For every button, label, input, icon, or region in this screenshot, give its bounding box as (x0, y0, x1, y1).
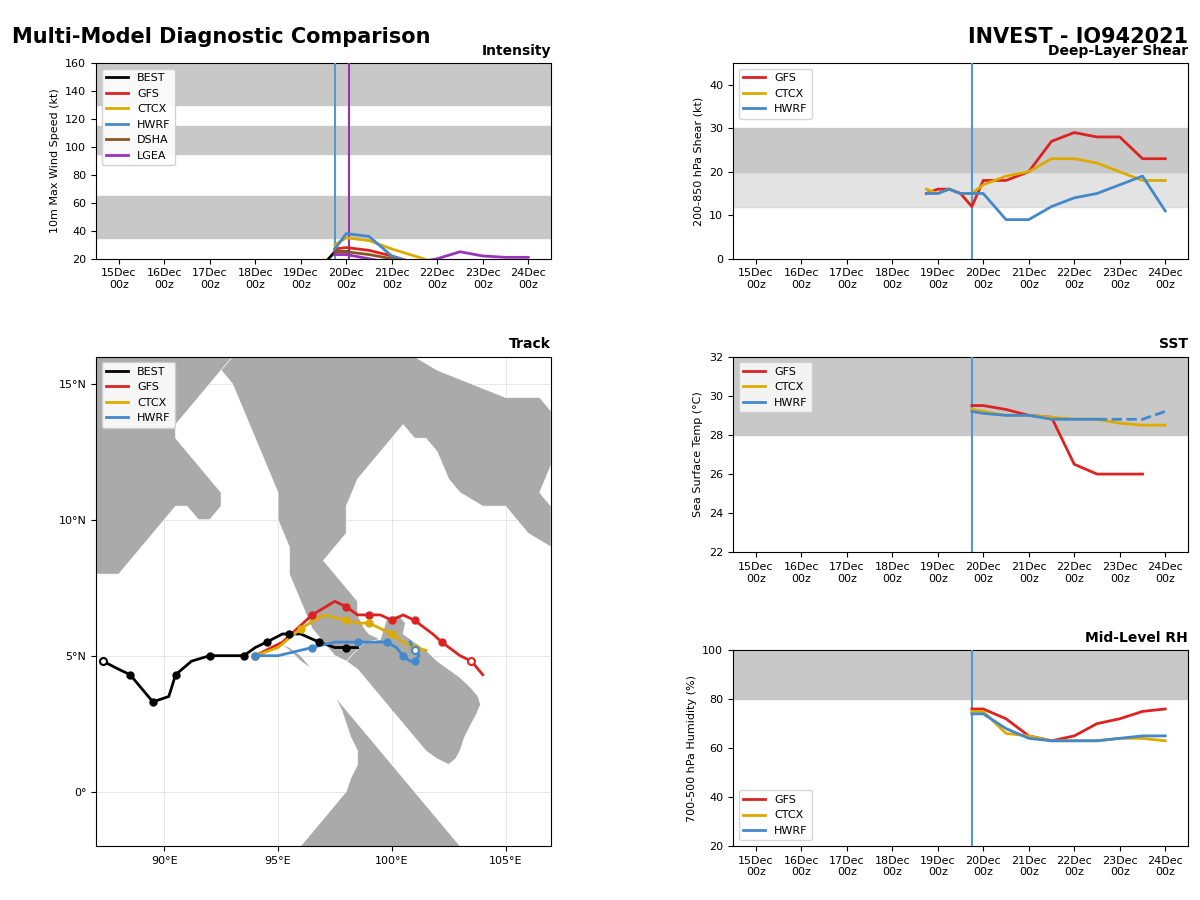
Legend: BEST, GFS, CTCX, HWRF, DSHA, LGEA: BEST, GFS, CTCX, HWRF, DSHA, LGEA (102, 68, 175, 166)
Text: RAMMB: RAMMB (41, 885, 67, 891)
Y-axis label: Sea Surface Temp (°C): Sea Surface Temp (°C) (694, 392, 703, 518)
Bar (733, 356, 1188, 435)
Text: Multi-Model Diagnostic Comparison: Multi-Model Diagnostic Comparison (12, 27, 431, 47)
Text: CIRA: CIRA (34, 860, 74, 876)
Text: Track: Track (509, 338, 551, 351)
Polygon shape (391, 697, 403, 710)
Y-axis label: 700-500 hPa Humidity (%): 700-500 hPa Humidity (%) (686, 675, 697, 822)
Text: SST: SST (1159, 338, 1188, 351)
Legend: BEST, GFS, CTCX, HWRF: BEST, GFS, CTCX, HWRF (102, 362, 175, 428)
Bar (733, 172, 1188, 206)
Bar (96, 126, 551, 154)
Text: Mid-Level RH: Mid-Level RH (1085, 631, 1188, 645)
Y-axis label: 200-850 hPa Shear (kt): 200-850 hPa Shear (kt) (694, 96, 703, 226)
Bar (96, 196, 551, 238)
Bar (733, 650, 1188, 699)
Legend: GFS, CTCX, HWRF: GFS, CTCX, HWRF (738, 362, 812, 412)
Polygon shape (278, 642, 540, 900)
Text: INVEST - IO942021: INVEST - IO942021 (968, 27, 1188, 47)
Text: Intensity: Intensity (481, 44, 551, 58)
Y-axis label: 10m Max Wind Speed (kt): 10m Max Wind Speed (kt) (49, 88, 60, 233)
Polygon shape (528, 601, 779, 900)
Bar (733, 128, 1188, 172)
Polygon shape (96, 356, 233, 574)
Legend: GFS, CTCX, HWRF: GFS, CTCX, HWRF (738, 68, 812, 119)
Legend: GFS, CTCX, HWRF: GFS, CTCX, HWRF (738, 790, 812, 841)
Bar (96, 63, 551, 105)
Polygon shape (347, 615, 480, 764)
Polygon shape (210, 356, 551, 662)
Text: Deep-Layer Shear: Deep-Layer Shear (1048, 44, 1188, 58)
